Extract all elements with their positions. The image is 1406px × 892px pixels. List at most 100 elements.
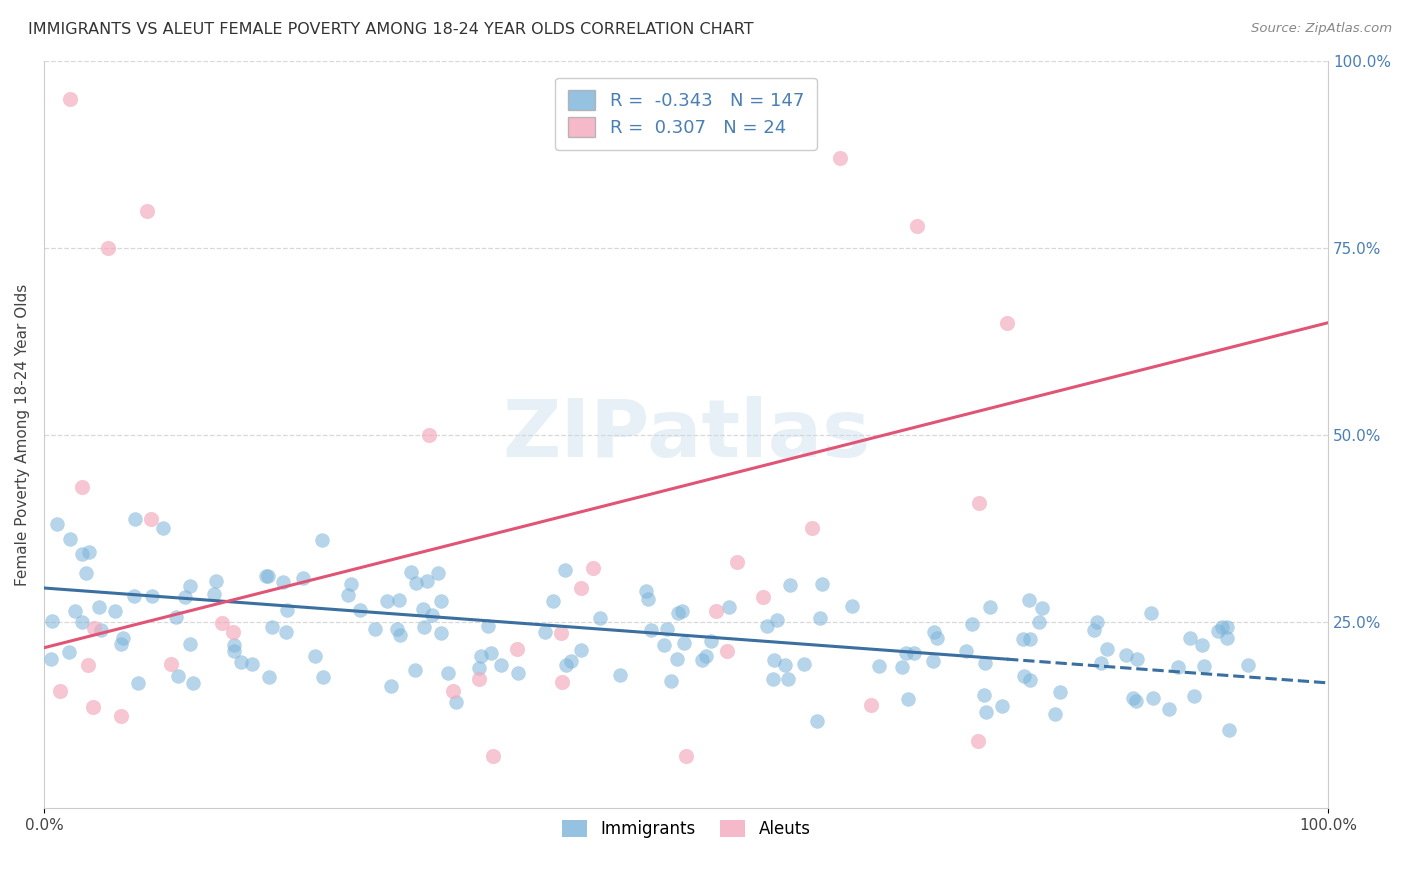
Point: [340, 577, 363, 591]
Point: [640, 624, 662, 638]
Point: [1157, 702, 1180, 716]
Point: [468, 672, 491, 686]
Point: [550, 626, 572, 640]
Point: [666, 607, 689, 621]
Point: [291, 571, 314, 585]
Point: [181, 675, 204, 690]
Point: [389, 628, 412, 642]
Point: [554, 658, 576, 673]
Point: [159, 657, 181, 671]
Point: [665, 652, 688, 666]
Point: [974, 706, 997, 720]
Point: [229, 655, 252, 669]
Point: [925, 631, 948, 645]
Point: [75, 566, 97, 580]
Point: [1191, 638, 1213, 652]
Point: [405, 576, 427, 591]
Point: [675, 749, 697, 764]
Point: [276, 625, 298, 640]
Point: [659, 674, 682, 689]
Point: [1019, 632, 1042, 647]
Point: [955, 643, 977, 657]
Point: [766, 613, 789, 627]
Point: [202, 587, 225, 601]
Point: [1115, 648, 1137, 662]
Point: [489, 657, 512, 672]
Point: [991, 698, 1014, 713]
Point: [793, 657, 815, 672]
Point: [211, 615, 233, 630]
Point: [256, 569, 278, 583]
Point: [1206, 624, 1229, 638]
Point: [655, 622, 678, 636]
Point: [582, 561, 605, 575]
Text: Source: ZipAtlas.com: Source: ZipAtlas.com: [1251, 22, 1392, 36]
Point: [311, 533, 333, 547]
Point: [1018, 592, 1040, 607]
Point: [58, 533, 80, 547]
Point: [429, 626, 451, 640]
Point: [224, 644, 246, 658]
Point: [122, 589, 145, 603]
Point: [896, 646, 918, 660]
Point: [41, 614, 63, 628]
Point: [897, 692, 920, 706]
Point: [1095, 642, 1118, 657]
Point: [1182, 689, 1205, 703]
Point: [1090, 656, 1112, 670]
Point: [110, 637, 132, 651]
Point: [673, 636, 696, 650]
Point: [112, 631, 135, 645]
Point: [654, 638, 676, 652]
Point: [1178, 631, 1201, 645]
Point: [58, 645, 80, 659]
Point: [70, 615, 93, 629]
Point: [1011, 632, 1033, 646]
Point: [762, 672, 785, 686]
Point: [695, 649, 717, 664]
Point: [569, 581, 592, 595]
Point: [801, 521, 824, 535]
Point: [1049, 685, 1071, 699]
Point: [973, 656, 995, 670]
Point: [479, 646, 502, 660]
Point: [1083, 624, 1105, 638]
Point: [254, 568, 277, 582]
Point: [349, 603, 371, 617]
Point: [554, 564, 576, 578]
Point: [124, 512, 146, 526]
Point: [179, 637, 201, 651]
Point: [1211, 620, 1233, 634]
Point: [174, 590, 197, 604]
Point: [890, 660, 912, 674]
Y-axis label: Female Poverty Among 18-24 Year Olds: Female Poverty Among 18-24 Year Olds: [15, 284, 30, 586]
Point: [671, 604, 693, 618]
Point: [700, 633, 723, 648]
Point: [903, 646, 925, 660]
Point: [259, 670, 281, 684]
Point: [82, 699, 104, 714]
Point: [63, 604, 86, 618]
Point: [1216, 620, 1239, 634]
Point: [1167, 660, 1189, 674]
Point: [312, 670, 335, 684]
Point: [240, 657, 263, 671]
Point: [533, 624, 555, 639]
Point: [1085, 615, 1108, 629]
Point: [77, 545, 100, 559]
Point: [165, 609, 187, 624]
Point: [444, 695, 467, 709]
Point: [224, 638, 246, 652]
Point: [404, 663, 426, 677]
Point: [1142, 691, 1164, 706]
Point: [773, 658, 796, 673]
Point: [45, 517, 67, 532]
Point: [1216, 631, 1239, 645]
Text: ZIPatlas: ZIPatlas: [502, 396, 870, 474]
Point: [430, 593, 453, 607]
Point: [973, 688, 995, 702]
Point: [127, 676, 149, 690]
Point: [420, 608, 443, 623]
Point: [222, 624, 245, 639]
Point: [752, 590, 775, 604]
